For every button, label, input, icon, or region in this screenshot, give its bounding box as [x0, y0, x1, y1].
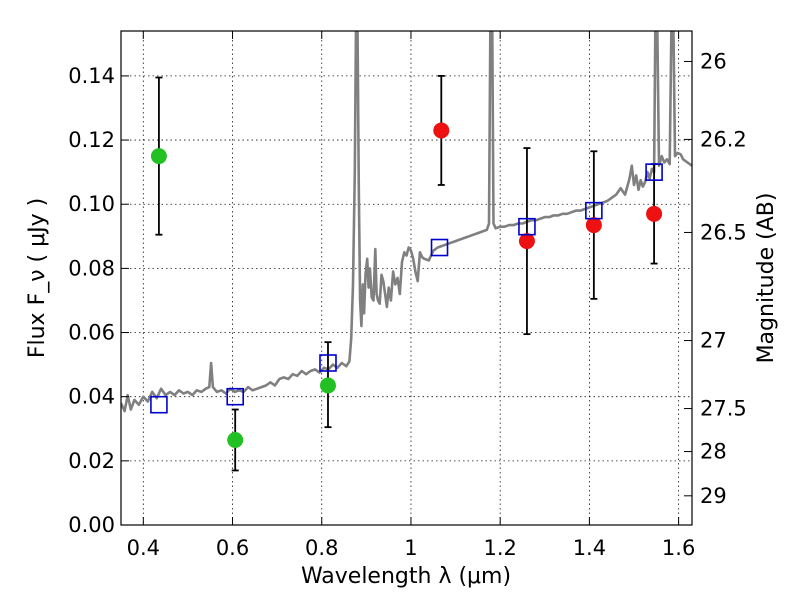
optical-flux-point	[319, 377, 336, 394]
y-tick-label: 0.06	[68, 321, 115, 345]
y-tick-label: 0.02	[68, 449, 115, 473]
spectrum-layer	[121, 31, 692, 413]
magnitude-tick-label: 28	[700, 440, 727, 464]
x-tick-label: 1	[404, 536, 417, 560]
magnitude-tick-label: 27	[700, 329, 727, 353]
y-tick-label: 0.08	[68, 256, 115, 280]
optical-flux-point	[227, 431, 244, 448]
synthetic-photometry-square	[645, 163, 663, 181]
y-tick-label: 0.14	[68, 64, 115, 88]
infrared-flux-point	[518, 233, 535, 250]
synthetic-photometry-square	[319, 354, 337, 372]
x-tick-label: 0.8	[305, 536, 338, 560]
x-tick-label: 1.6	[662, 536, 695, 560]
y-tick-label: 0.04	[68, 385, 115, 409]
axis-ticks: 0.4 0.6 0.8 1 1.2 1.4 1.6 0.00 0.02 0.04 0.06 0.08 0…	[68, 31, 747, 560]
y-tick-label: 0.00	[68, 513, 115, 537]
grid-lines	[121, 31, 692, 526]
model-spectrum-line	[121, 31, 692, 413]
infrared-flux-point	[646, 205, 663, 222]
y-tick-label: 0.10	[68, 192, 115, 216]
magnitude-tick-label: 27.5	[700, 397, 747, 421]
magnitude-tick-label: 26	[700, 49, 727, 73]
y-tick-label: 0.12	[68, 128, 115, 152]
synthetic-photometry-square	[150, 395, 168, 414]
x-tick-label: 0.6	[216, 536, 249, 560]
magnitude-tick-label: 26.2	[700, 127, 747, 151]
x-tick-label: 0.4	[127, 536, 160, 560]
synthetic-photometry-square	[585, 201, 603, 220]
synthetic-photometry-square	[226, 387, 244, 406]
x-tick-label: 1.4	[573, 536, 606, 560]
x-axis-label: Wavelength λ (μm)	[301, 564, 511, 589]
infrared-flux-point	[433, 122, 450, 139]
data-marks	[150, 75, 663, 472]
synthetic-photometry-square	[430, 238, 449, 257]
magnitude-tick-label: 26.5	[700, 220, 747, 244]
infrared-flux-point	[585, 217, 602, 234]
x-tick-label: 1.2	[483, 536, 516, 560]
y-axis-label-right: Magnitude (AB)	[754, 193, 779, 364]
optical-flux-point	[150, 148, 167, 165]
plot-frame	[120, 30, 693, 526]
synthetic-photometry-square	[518, 217, 536, 236]
magnitude-tick-label: 29	[700, 484, 727, 508]
y-axis-label-left: Flux F_ν ( μJy )	[25, 198, 50, 358]
